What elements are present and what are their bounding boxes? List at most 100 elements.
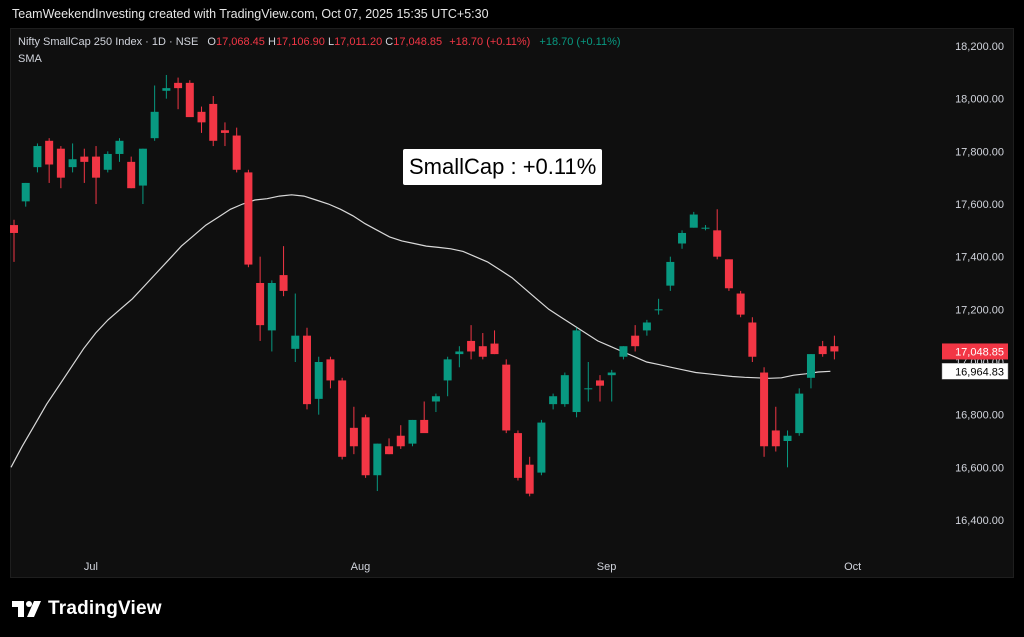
- symbol-legend[interactable]: Nifty SmallCap 250 Index · 1D · NSE O 17,…: [18, 36, 621, 48]
- x-tick-label: Sep: [597, 561, 617, 573]
- candle-body[interactable]: [760, 372, 769, 447]
- candle-body[interactable]: [314, 362, 323, 399]
- candle-body[interactable]: [291, 335, 300, 349]
- candle-body[interactable]: [806, 354, 815, 378]
- y-tick-label: 16,600.00: [955, 462, 1004, 474]
- x-tick-label: Aug: [351, 561, 371, 573]
- y-tick-label: 17,200.00: [955, 304, 1004, 316]
- candle-body[interactable]: [45, 140, 54, 165]
- candle-body[interactable]: [232, 135, 241, 170]
- candle-body[interactable]: [279, 275, 288, 291]
- candle-body[interactable]: [10, 225, 18, 233]
- sma-value-tag: [941, 363, 1009, 380]
- candle-body[interactable]: [631, 335, 640, 347]
- candle-body[interactable]: [783, 435, 792, 441]
- candle-body[interactable]: [138, 148, 147, 186]
- y-tick-label: 17,800.00: [955, 146, 1004, 158]
- candle-body[interactable]: [326, 359, 335, 381]
- candle-body[interactable]: [396, 435, 405, 447]
- candle-body[interactable]: [619, 346, 628, 357]
- candle-body[interactable]: [666, 261, 675, 286]
- candle-body[interactable]: [361, 417, 370, 476]
- candle-body[interactable]: [127, 161, 136, 189]
- candle-body[interactable]: [92, 156, 101, 178]
- candle-body[interactable]: [21, 182, 30, 202]
- candle-body[interactable]: [408, 419, 417, 444]
- candle-body[interactable]: [103, 153, 112, 170]
- candle-body[interactable]: [513, 433, 522, 478]
- candle-body[interactable]: [478, 346, 487, 357]
- indicator-legend[interactable]: SMA: [18, 53, 42, 65]
- candle-body[interactable]: [185, 82, 194, 118]
- symbol-name: Nifty SmallCap 250 Index · 1D · NSE: [18, 36, 199, 48]
- candle-body[interactable]: [748, 322, 757, 357]
- candle-body[interactable]: [596, 380, 604, 386]
- candle-body[interactable]: [795, 393, 804, 434]
- candle-body[interactable]: [373, 443, 382, 476]
- candle-body[interactable]: [420, 419, 429, 434]
- candle-body[interactable]: [830, 346, 839, 352]
- candle-body[interactable]: [584, 388, 593, 390]
- last-price-tag: [942, 343, 1008, 360]
- candle-body[interactable]: [267, 283, 276, 331]
- candle-body[interactable]: [256, 283, 265, 326]
- y-tick-label: 17,400.00: [955, 252, 1004, 264]
- candle-body[interactable]: [549, 396, 558, 405]
- sma-value-label: 16,964.83: [955, 366, 1004, 378]
- open-label: O: [207, 36, 216, 48]
- candle-body[interactable]: [68, 159, 77, 168]
- candle-body[interactable]: [431, 396, 440, 402]
- candle-body[interactable]: [150, 111, 159, 139]
- tradingview-logo[interactable]: TradingView: [12, 597, 162, 621]
- low-value: 17,011.20: [334, 36, 383, 48]
- candle-body[interactable]: [303, 335, 311, 405]
- candle-body[interactable]: [724, 259, 733, 289]
- change-value: +18.70 (+0.11%): [449, 36, 531, 48]
- last-price-label: 17,048.85: [955, 346, 1004, 358]
- y-tick-label: 18,000.00: [955, 94, 1004, 106]
- sma-line: [10, 194, 831, 468]
- tradingview-logo-icon: [12, 601, 41, 617]
- candle-body[interactable]: [701, 227, 710, 229]
- tradingview-logo-text: TradingView: [48, 598, 162, 619]
- candle-body[interactable]: [607, 372, 616, 376]
- candle-body[interactable]: [642, 322, 651, 331]
- change-value-2: +18.70 (+0.11%): [539, 36, 621, 48]
- high-label: H: [267, 36, 276, 48]
- candle-body[interactable]: [162, 88, 171, 91]
- candle-body[interactable]: [455, 351, 464, 355]
- candle-body[interactable]: [443, 359, 452, 381]
- candle-body[interactable]: [560, 375, 569, 405]
- candle-body[interactable]: [678, 232, 687, 244]
- x-tick-label: Jul: [84, 561, 98, 573]
- candle-body[interactable]: [736, 293, 745, 315]
- candle-body[interactable]: [80, 156, 89, 162]
- candle-body[interactable]: [115, 140, 124, 154]
- close-value: 17,048.85: [393, 36, 443, 48]
- candle-body[interactable]: [338, 380, 347, 457]
- candle-body[interactable]: [467, 340, 476, 352]
- chart-panel[interactable]: [10, 28, 1014, 578]
- candle-body[interactable]: [244, 172, 253, 265]
- candle-body[interactable]: [490, 343, 499, 355]
- candle-body[interactable]: [385, 446, 394, 455]
- candle-body[interactable]: [713, 230, 722, 257]
- candle-body[interactable]: [220, 130, 229, 133]
- candle-body[interactable]: [654, 309, 663, 311]
- close-label: C: [385, 36, 394, 48]
- candle-body[interactable]: [572, 330, 581, 413]
- candle-body[interactable]: [197, 111, 206, 123]
- candle-body[interactable]: [689, 214, 698, 228]
- candle-body[interactable]: [56, 148, 65, 178]
- candle-body[interactable]: [209, 103, 218, 141]
- y-tick-label: 17,600.00: [955, 199, 1004, 211]
- candle-body[interactable]: [33, 146, 42, 168]
- candle-body[interactable]: [771, 430, 780, 447]
- candle-body[interactable]: [537, 422, 546, 473]
- candle-body[interactable]: [525, 464, 534, 494]
- candle-body[interactable]: [174, 82, 183, 89]
- candle-body[interactable]: [349, 427, 358, 447]
- candle-body[interactable]: [818, 346, 827, 355]
- candle-body[interactable]: [502, 364, 511, 431]
